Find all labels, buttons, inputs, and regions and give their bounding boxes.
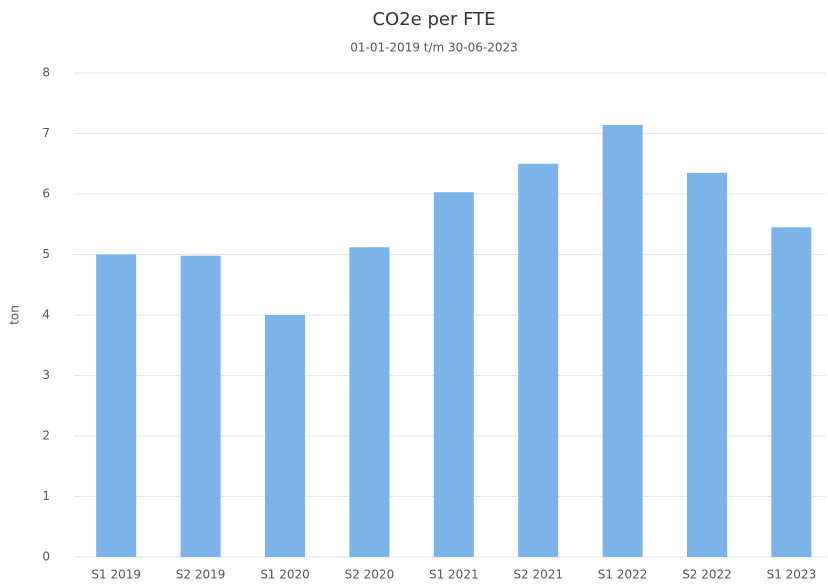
- x-tick-label: S1 2019: [91, 568, 141, 582]
- y-tick-label: 0: [42, 550, 50, 564]
- bar: [687, 172, 727, 557]
- x-tick-label: S1 2020: [260, 568, 310, 582]
- x-tick-label: S2 2020: [345, 568, 395, 582]
- bar: [265, 315, 305, 557]
- y-tick-label: 1: [42, 489, 50, 503]
- bar: [349, 247, 390, 558]
- x-tick-label: S1 2021: [429, 568, 479, 582]
- x-tick-label: S2 2019: [176, 568, 226, 582]
- bar: [602, 125, 643, 557]
- x-tick-label: S2 2021: [513, 568, 563, 582]
- bar: [518, 163, 559, 557]
- x-tick-label: S2 2022: [682, 568, 732, 582]
- y-tick-label: 2: [42, 429, 50, 443]
- bar: [180, 255, 221, 557]
- chart-subtitle: 01-01-2019 t/m 30-06-2023: [350, 41, 518, 55]
- y-tick-label: 3: [42, 368, 50, 382]
- x-tick-label: S1 2023: [767, 568, 817, 582]
- bar: [771, 227, 812, 557]
- y-axis-label: ton: [8, 305, 22, 325]
- bar: [96, 254, 137, 557]
- bar: [433, 192, 474, 557]
- y-tick-label: 5: [42, 247, 50, 261]
- y-tick-label: 6: [42, 187, 50, 201]
- y-tick-label: 8: [42, 66, 50, 80]
- y-tick-label: 4: [42, 308, 50, 322]
- x-tick-label: S1 2022: [598, 568, 648, 582]
- chart-title: CO2e per FTE: [372, 9, 495, 30]
- y-tick-label: 7: [42, 126, 50, 140]
